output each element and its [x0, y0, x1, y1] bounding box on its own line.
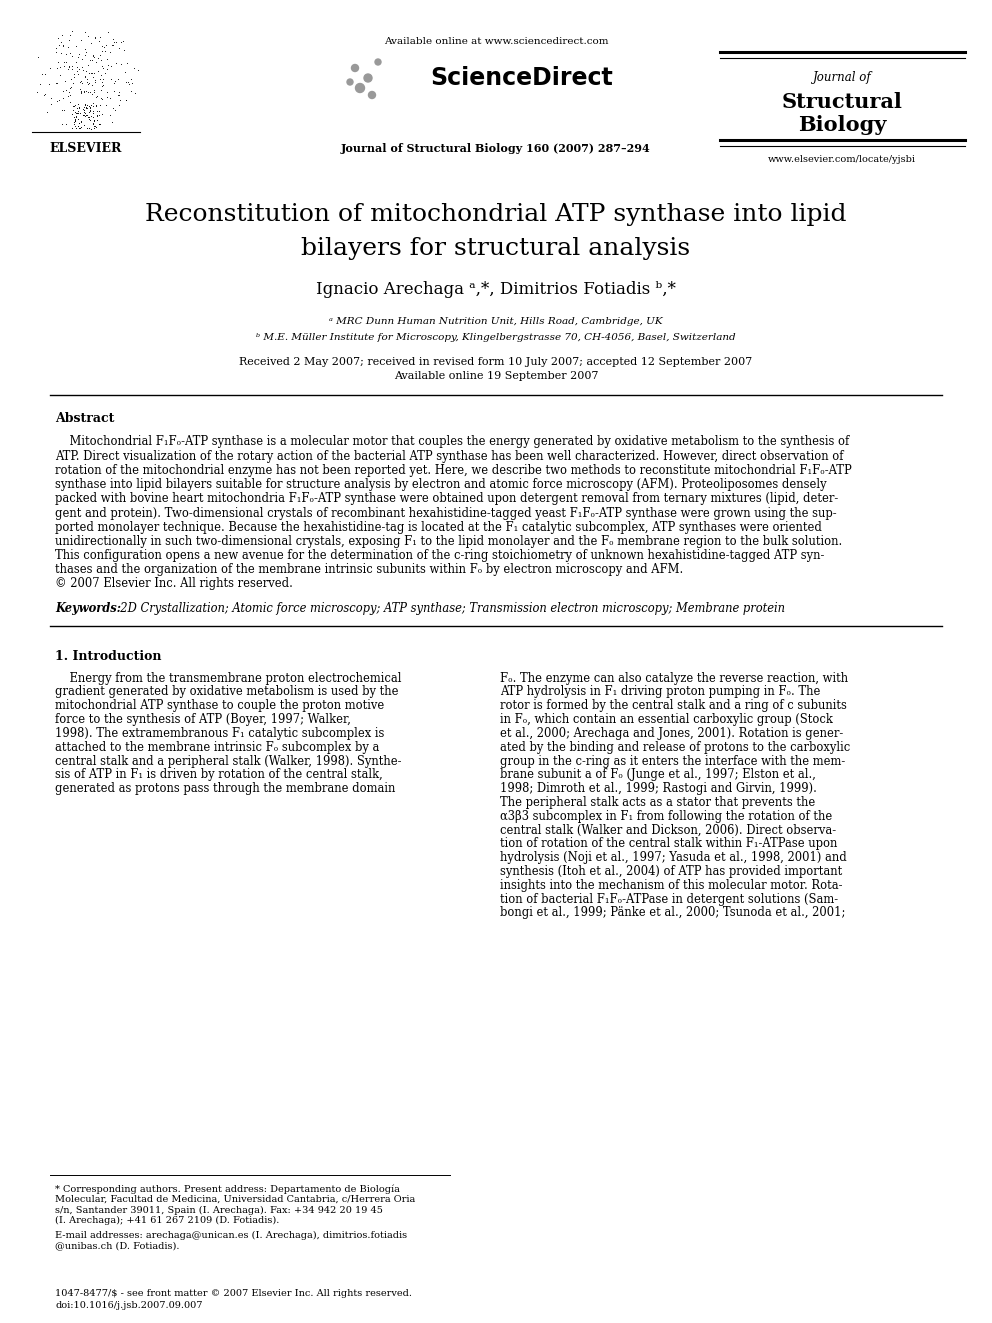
Circle shape — [351, 65, 358, 71]
Text: ATP. Direct visualization of the rotary action of the bacterial ATP synthase has: ATP. Direct visualization of the rotary … — [55, 450, 843, 463]
Text: Structural: Structural — [782, 93, 903, 112]
Text: ated by the binding and release of protons to the carboxylic: ated by the binding and release of proto… — [500, 741, 850, 754]
Text: sis of ATP in F₁ is driven by rotation of the central stalk,: sis of ATP in F₁ is driven by rotation o… — [55, 769, 383, 782]
Text: unidirectionally in such two-dimensional crystals, exposing F₁ to the lipid mono: unidirectionally in such two-dimensional… — [55, 534, 842, 548]
Text: mitochondrial ATP synthase to couple the proton motive: mitochondrial ATP synthase to couple the… — [55, 700, 384, 712]
Text: ᵇ M.E. Müller Institute for Microscopy, Klingelbergstrasse 70, CH-4056, Basel, S: ᵇ M.E. Müller Institute for Microscopy, … — [256, 333, 736, 343]
Text: ᵃ MRC Dunn Human Nutrition Unit, Hills Road, Cambridge, UK: ᵃ MRC Dunn Human Nutrition Unit, Hills R… — [329, 318, 663, 327]
Text: Journal of Structural Biology 160 (2007) 287–294: Journal of Structural Biology 160 (2007)… — [341, 143, 651, 153]
Text: synthase into lipid bilayers suitable for structure analysis by electron and ato: synthase into lipid bilayers suitable fo… — [55, 478, 826, 491]
Text: * Corresponding authors. Present address: Departamento de Biología: * Corresponding authors. Present address… — [55, 1184, 400, 1193]
Text: 1047-8477/$ - see front matter © 2007 Elsevier Inc. All rights reserved.: 1047-8477/$ - see front matter © 2007 El… — [55, 1289, 412, 1298]
Text: rotation of the mitochondrial enzyme has not been reported yet. Here, we describ: rotation of the mitochondrial enzyme has… — [55, 464, 852, 476]
Text: tion of bacterial F₁Fₒ-ATPase in detergent solutions (Sam-: tion of bacterial F₁Fₒ-ATPase in deterge… — [500, 893, 838, 905]
Circle shape — [355, 83, 364, 93]
Text: Reconstitution of mitochondrial ATP synthase into lipid: Reconstitution of mitochondrial ATP synt… — [145, 204, 847, 226]
Text: s/n, Santander 39011, Spain (I. Arechaga). Fax: +34 942 20 19 45: s/n, Santander 39011, Spain (I. Arechaga… — [55, 1205, 383, 1215]
Text: insights into the mechanism of this molecular motor. Rota-: insights into the mechanism of this mole… — [500, 878, 842, 892]
Text: et al., 2000; Arechaga and Jones, 2001). Rotation is gener-: et al., 2000; Arechaga and Jones, 2001).… — [500, 726, 843, 740]
Text: ATP hydrolysis in F₁ driving proton pumping in Fₒ. The: ATP hydrolysis in F₁ driving proton pump… — [500, 685, 820, 699]
Circle shape — [375, 60, 381, 65]
Text: rotor is formed by the central stalk and a ring of c subunits: rotor is formed by the central stalk and… — [500, 700, 847, 712]
Text: in Fₒ, which contain an essential carboxylic group (Stock: in Fₒ, which contain an essential carbox… — [500, 713, 833, 726]
Text: 1998; Dimroth et al., 1999; Rastogi and Girvin, 1999).: 1998; Dimroth et al., 1999; Rastogi and … — [500, 782, 816, 795]
Text: gradient generated by oxidative metabolism is used by the: gradient generated by oxidative metaboli… — [55, 685, 399, 699]
Text: Mitochondrial F₁Fₒ-ATP synthase is a molecular motor that couples the energy gen: Mitochondrial F₁Fₒ-ATP synthase is a mol… — [55, 435, 849, 448]
Text: attached to the membrane intrinsic Fₒ subcomplex by a: attached to the membrane intrinsic Fₒ su… — [55, 741, 379, 754]
Text: doi:10.1016/j.jsb.2007.09.007: doi:10.1016/j.jsb.2007.09.007 — [55, 1301, 202, 1310]
Text: Journal of: Journal of — [812, 71, 871, 85]
Text: generated as protons pass through the membrane domain: generated as protons pass through the me… — [55, 782, 396, 795]
Text: Keywords:: Keywords: — [55, 602, 121, 615]
Text: Ignacio Arechaga ᵃ,*, Dimitrios Fotiadis ᵇ,*: Ignacio Arechaga ᵃ,*, Dimitrios Fotiadis… — [316, 282, 676, 299]
Text: gent and protein). Two-dimensional crystals of recombinant hexahistidine-tagged : gent and protein). Two-dimensional cryst… — [55, 507, 836, 520]
Text: ported monolayer technique. Because the hexahistidine-tag is located at the F₁ c: ported monolayer technique. Because the … — [55, 521, 822, 533]
Text: group in the c-ring as it enters the interface with the mem-: group in the c-ring as it enters the int… — [500, 754, 845, 767]
Text: 2D Crystallization; Atomic force microscopy; ATP synthase; Transmission electron: 2D Crystallization; Atomic force microsc… — [113, 602, 785, 615]
Text: Molecular, Facultad de Medicina, Universidad Cantabria, c/Herrera Oria: Molecular, Facultad de Medicina, Univers… — [55, 1195, 416, 1204]
Text: central stalk and a peripheral stalk (Walker, 1998). Synthe-: central stalk and a peripheral stalk (Wa… — [55, 754, 402, 767]
Text: Fₒ. The enzyme can also catalyze the reverse reaction, with: Fₒ. The enzyme can also catalyze the rev… — [500, 672, 848, 685]
Text: ELSEVIER: ELSEVIER — [50, 142, 122, 155]
Text: Available online at www.sciencedirect.com: Available online at www.sciencedirect.co… — [384, 37, 608, 46]
Text: This configuration opens a new avenue for the determination of the c-ring stoich: This configuration opens a new avenue fo… — [55, 549, 824, 562]
Text: synthesis (Itoh et al., 2004) of ATP has provided important: synthesis (Itoh et al., 2004) of ATP has… — [500, 865, 842, 878]
Text: 1998). The extramembranous F₁ catalytic subcomplex is: 1998). The extramembranous F₁ catalytic … — [55, 726, 384, 740]
Text: central stalk (Walker and Dickson, 2006). Direct observa-: central stalk (Walker and Dickson, 2006)… — [500, 823, 836, 836]
Text: α3β3 subcomplex in F₁ from following the rotation of the: α3β3 subcomplex in F₁ from following the… — [500, 810, 832, 823]
Circle shape — [347, 79, 353, 85]
Circle shape — [368, 91, 376, 98]
Text: @unibas.ch (D. Fotiadis).: @unibas.ch (D. Fotiadis). — [55, 1241, 180, 1250]
Text: bilayers for structural analysis: bilayers for structural analysis — [302, 237, 690, 259]
Text: bongi et al., 1999; Pänke et al., 2000; Tsunoda et al., 2001;: bongi et al., 1999; Pänke et al., 2000; … — [500, 906, 845, 919]
Text: © 2007 Elsevier Inc. All rights reserved.: © 2007 Elsevier Inc. All rights reserved… — [55, 578, 293, 590]
Text: force to the synthesis of ATP (Boyer, 1997; Walker,: force to the synthesis of ATP (Boyer, 19… — [55, 713, 351, 726]
Text: (I. Arechaga); +41 61 267 2109 (D. Fotiadis).: (I. Arechaga); +41 61 267 2109 (D. Fotia… — [55, 1216, 280, 1225]
Text: brane subunit a of Fₒ (Junge et al., 1997; Elston et al.,: brane subunit a of Fₒ (Junge et al., 199… — [500, 769, 815, 782]
Text: Received 2 May 2007; received in revised form 10 July 2007; accepted 12 Septembe: Received 2 May 2007; received in revised… — [239, 357, 753, 366]
Text: Abstract: Abstract — [55, 411, 114, 425]
Text: Biology: Biology — [798, 115, 886, 135]
Text: Available online 19 September 2007: Available online 19 September 2007 — [394, 370, 598, 381]
Text: tion of rotation of the central stalk within F₁-ATPase upon: tion of rotation of the central stalk wi… — [500, 837, 837, 851]
Text: 1. Introduction: 1. Introduction — [55, 650, 162, 663]
Circle shape — [364, 74, 372, 82]
Text: thases and the organization of the membrane intrinsic subunits within Fₒ by elec: thases and the organization of the membr… — [55, 564, 683, 577]
Text: E-mail addresses: arechaga@unican.es (I. Arechaga), dimitrios.fotiadis: E-mail addresses: arechaga@unican.es (I.… — [55, 1230, 407, 1240]
Text: The peripheral stalk acts as a stator that prevents the: The peripheral stalk acts as a stator th… — [500, 796, 815, 808]
Text: hydrolysis (Noji et al., 1997; Yasuda et al., 1998, 2001) and: hydrolysis (Noji et al., 1997; Yasuda et… — [500, 851, 847, 864]
Text: Energy from the transmembrane proton electrochemical: Energy from the transmembrane proton ele… — [55, 672, 402, 685]
Text: www.elsevier.com/locate/yjsbi: www.elsevier.com/locate/yjsbi — [768, 156, 916, 164]
Text: ScienceDirect: ScienceDirect — [430, 66, 613, 90]
Text: packed with bovine heart mitochondria F₁Fₒ-ATP synthase were obtained upon deter: packed with bovine heart mitochondria F₁… — [55, 492, 838, 505]
